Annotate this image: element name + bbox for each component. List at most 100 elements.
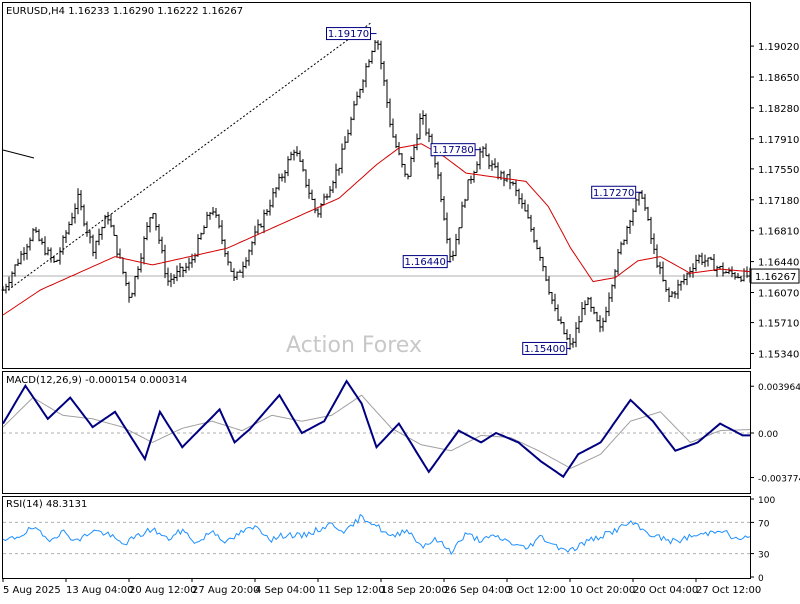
price-bar xyxy=(733,271,737,280)
price-bar xyxy=(262,209,266,234)
rsi-axis-tick-label: 70 xyxy=(758,519,770,529)
price-bar xyxy=(160,236,164,254)
price-bar xyxy=(667,287,671,302)
price-bar xyxy=(628,219,632,234)
price-bar xyxy=(181,266,185,278)
price-bar xyxy=(529,214,533,232)
price-bar xyxy=(631,208,635,226)
price-annotation-label: 1.17270 xyxy=(593,188,634,199)
price-bar xyxy=(490,160,494,171)
price-bar xyxy=(457,227,461,245)
price-bar xyxy=(580,302,584,323)
price-bar xyxy=(586,296,590,306)
price-bar xyxy=(346,129,350,143)
time-axis-label: 3 Oct 12:00 xyxy=(507,585,566,596)
price-bar xyxy=(697,254,701,264)
price-bar xyxy=(361,79,365,93)
price-bar xyxy=(235,271,239,281)
price-bar xyxy=(583,300,587,316)
price-bar xyxy=(76,188,80,215)
price-bar xyxy=(358,88,362,99)
price-bar xyxy=(712,253,716,272)
axis-layer: 1.15340 1.15710 1.16070 1.16440 1.16810 1.171… xyxy=(2,42,800,596)
price-bar xyxy=(67,221,71,235)
price-bar xyxy=(334,163,338,189)
price-bar xyxy=(205,211,209,228)
price-annotation: 1.17780 xyxy=(430,143,482,157)
price-bar xyxy=(469,175,473,184)
price-bar xyxy=(517,188,521,205)
price-bar xyxy=(736,273,740,279)
price-bar xyxy=(550,292,554,305)
price-bar xyxy=(133,275,137,297)
price-bar xyxy=(232,268,236,282)
price-bar xyxy=(589,296,593,312)
rsi-axis-tick-label: 30 xyxy=(758,551,770,561)
price-bar xyxy=(367,59,371,68)
price-bar xyxy=(379,40,383,70)
price-bar xyxy=(277,173,281,191)
price-bar xyxy=(544,266,548,282)
price-bar xyxy=(322,193,326,206)
price-bar xyxy=(91,234,95,257)
price-bar xyxy=(283,170,287,183)
macd-axis-tick-label: 0.00 xyxy=(758,430,778,440)
price-axis-tick-label: 1.15710 xyxy=(758,319,799,330)
price-bar xyxy=(535,239,539,250)
time-axis-label: 18 Sep 20:00 xyxy=(381,585,448,596)
price-bar xyxy=(184,262,188,274)
price-bar xyxy=(106,211,110,225)
time-axis-label: 20 Aug 12:00 xyxy=(129,585,196,596)
price-bar xyxy=(442,196,446,221)
rsi-line xyxy=(2,513,751,556)
time-axis-label: 27 Oct 12:00 xyxy=(696,585,761,596)
price-axis-tick-label: 1.17550 xyxy=(758,165,799,176)
price-axis-tick-label: 1.16810 xyxy=(758,227,799,238)
price-bar xyxy=(46,247,50,256)
price-bar xyxy=(646,206,650,221)
price-bar xyxy=(340,143,344,174)
price-bar xyxy=(157,224,161,244)
price-bar xyxy=(163,244,167,279)
rsi-layer xyxy=(2,513,751,556)
price-bar xyxy=(397,141,401,156)
price-bar xyxy=(574,322,578,348)
price-bar xyxy=(547,276,551,295)
price-bar xyxy=(259,223,263,228)
price-bar xyxy=(523,199,527,212)
price-bar xyxy=(448,237,452,263)
macd-panel-title: MACD(12,26,9) -0.000154 0.000314 xyxy=(6,375,187,386)
price-bar xyxy=(685,272,689,286)
price-bar xyxy=(421,110,425,125)
price-bar xyxy=(127,281,131,303)
price-axis-tick-label: 1.18650 xyxy=(758,73,799,84)
price-bar xyxy=(328,185,332,198)
price-bar xyxy=(10,271,14,288)
price-bar xyxy=(661,261,665,282)
price-bar xyxy=(178,263,182,278)
price-bar xyxy=(604,306,608,323)
price-bar xyxy=(373,40,377,53)
last-price-tag-label: 1.16267 xyxy=(755,272,796,283)
price-axis-tick-label: 1.19020 xyxy=(758,42,799,53)
rsi-panel-title: RSI(14) 48.3131 xyxy=(6,499,87,510)
price-bar xyxy=(424,113,428,136)
price-bar xyxy=(313,198,317,214)
price-bar xyxy=(571,337,575,348)
price-bar xyxy=(643,193,647,211)
price-bar xyxy=(520,193,524,209)
price-bar xyxy=(61,235,65,255)
price-bar xyxy=(691,263,695,278)
price-bar xyxy=(256,219,260,235)
price-bar xyxy=(613,269,617,289)
price-bar xyxy=(391,118,395,138)
price-bar xyxy=(337,167,341,176)
price-bar xyxy=(28,237,32,251)
price-bar xyxy=(703,254,707,268)
price-panel-frame xyxy=(2,2,751,369)
price-bar xyxy=(304,169,308,188)
price-bar xyxy=(406,173,410,180)
price-bar xyxy=(730,266,734,278)
price-axis-tick-label: 1.16440 xyxy=(758,258,799,269)
